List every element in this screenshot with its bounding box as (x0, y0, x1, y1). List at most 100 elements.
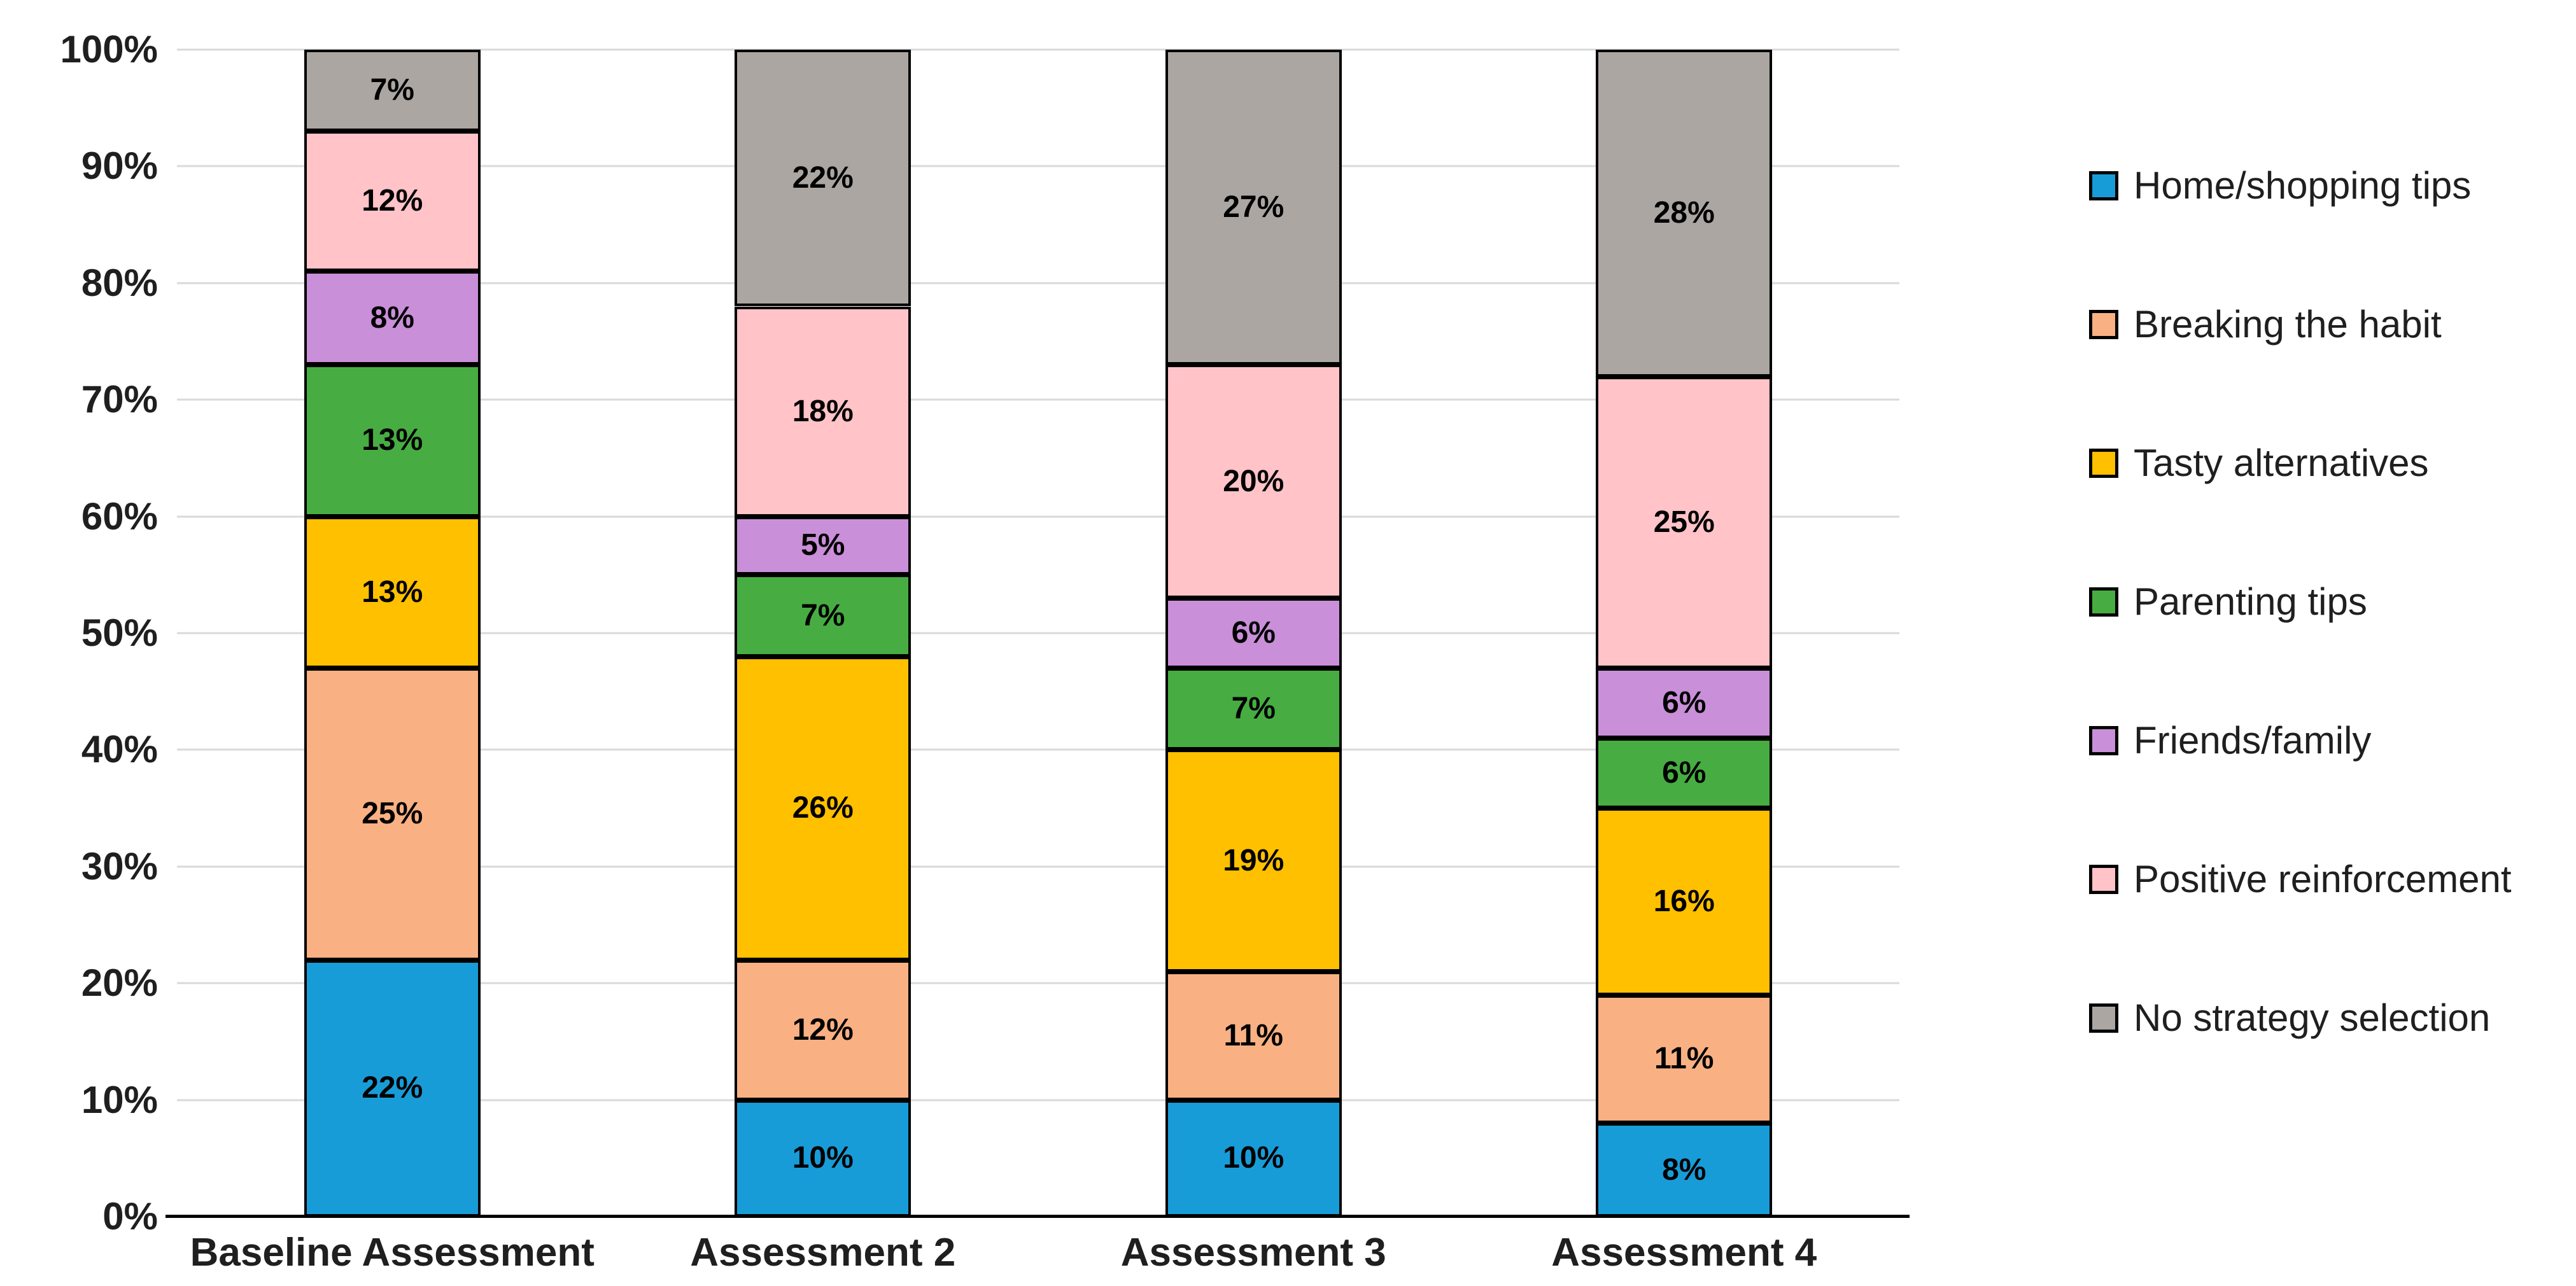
y-axis-tick-label: 60% (81, 494, 158, 538)
legend-color-swatch-icon (2089, 449, 2118, 478)
gridline (177, 48, 1899, 51)
gridline (177, 282, 1899, 284)
segment-data-label: 22% (792, 160, 854, 195)
segment-data-label: 11% (1223, 1018, 1283, 1052)
y-axis-tick-label: 0% (102, 1195, 158, 1238)
gridline (177, 982, 1899, 984)
segment-data-label: 6% (1231, 616, 1276, 650)
segment-data-label: 27% (1223, 190, 1284, 224)
bar-segment: 13% (304, 516, 481, 669)
bar-segment: 8% (304, 271, 481, 365)
gridline (177, 398, 1899, 401)
bar-segment: 11% (1165, 971, 1342, 1100)
segment-data-label: 25% (1653, 505, 1715, 539)
y-axis-tick-label: 90% (81, 144, 158, 188)
legend: Home/shopping tips Breaking the habit Tast… (2089, 164, 2512, 1040)
segment-data-label: 7% (1231, 692, 1276, 726)
segment-data-label: 12% (362, 184, 423, 218)
y-axis-tick-label: 40% (81, 728, 158, 771)
segment-data-label: 11% (1654, 1042, 1714, 1076)
bar-segment: 7% (735, 575, 911, 657)
y-axis-tick-label: 10% (81, 1078, 158, 1121)
gridline (177, 748, 1899, 751)
legend-item: Home/shopping tips (2089, 164, 2512, 207)
segment-data-label: 13% (362, 575, 423, 609)
legend-color-swatch-icon (2089, 1003, 2118, 1033)
x-axis-category-label: Assessment 3 (1120, 1231, 1386, 1275)
bar-segment: 10% (735, 1100, 911, 1217)
segment-data-label: 10% (792, 1141, 854, 1175)
segment-data-label: 19% (1223, 843, 1284, 877)
segment-data-label: 12% (792, 1012, 854, 1047)
bar-segment: 11% (1596, 995, 1773, 1124)
x-axis-line (165, 1215, 1910, 1218)
segment-data-label: 26% (792, 791, 854, 825)
bar-segment: 27% (1165, 50, 1342, 365)
legend-item: Positive reinforcement (2089, 858, 2512, 901)
legend-color-swatch-icon (2089, 726, 2118, 755)
bar-segment: 8% (1596, 1123, 1773, 1217)
bar-segment: 7% (304, 50, 481, 132)
y-axis-tick-label: 70% (81, 378, 158, 421)
legend-color-swatch-icon (2089, 587, 2118, 617)
segment-data-label: 8% (370, 300, 414, 335)
y-axis-tick-label: 20% (81, 961, 158, 1005)
bar-segment: 12% (304, 131, 481, 272)
segment-data-label: 28% (1653, 195, 1715, 230)
gridline (177, 515, 1899, 518)
bar-segment: 26% (735, 656, 911, 960)
legend-label: No strategy selection (2134, 996, 2491, 1039)
legend-label: Positive reinforcement (2134, 858, 2512, 900)
segment-data-label: 7% (370, 73, 414, 108)
x-axis-category-label: Assessment 2 (690, 1231, 956, 1275)
bar-segment: 18% (735, 306, 911, 517)
y-axis-tick-label: 80% (81, 261, 158, 304)
legend-item: Breaking the habit (2089, 303, 2512, 346)
legend-color-swatch-icon (2089, 310, 2118, 339)
bar-segment: 22% (304, 960, 481, 1217)
legend-color-swatch-icon (2089, 865, 2118, 894)
legend-item: Friends/family (2089, 719, 2512, 762)
segment-data-label: 13% (362, 423, 423, 458)
x-axis-category-label: Baseline Assessment (190, 1231, 595, 1275)
bars: 22% 25% 13% 13% 8% 12% 7% 10% 12% 26% 7% 5% 18% 22% 10… (177, 50, 1899, 1217)
bar-segment: 6% (1596, 738, 1773, 809)
bar-segment: 6% (1165, 598, 1342, 669)
segment-data-label: 25% (362, 797, 423, 831)
segment-data-label: 22% (362, 1071, 423, 1105)
bar-segment: 12% (735, 960, 911, 1100)
bar-segment: 25% (304, 668, 481, 960)
legend-label: Parenting tips (2134, 580, 2367, 623)
segment-data-label: 6% (1662, 686, 1707, 720)
stacked-bar: 22% 25% 13% 13% 8% 12% 7% (304, 50, 481, 1217)
segment-data-label: 10% (1223, 1141, 1284, 1175)
stacked-bar: 10% 11% 19% 7% 6% 20% 27% (1165, 50, 1342, 1217)
bar-segment: 22% (735, 50, 911, 307)
plot-area: 0% 10% 20% 30% 40% 50% 60% 70% 80% 90% 100% 22% 25%… (60, 31, 1910, 1236)
legend-label: Tasty alternatives (2134, 442, 2429, 484)
y-axis-tick-label: 30% (81, 844, 158, 888)
segment-data-label: 16% (1653, 884, 1715, 918)
legend-item: Parenting tips (2089, 580, 2512, 624)
bar-segment: 28% (1596, 50, 1773, 377)
stacked-bar: 10% 12% 26% 7% 5% 18% 22% (735, 50, 911, 1217)
segment-data-label: 20% (1223, 464, 1284, 498)
bar-segment: 6% (1596, 668, 1773, 739)
legend-label: Friends/family (2134, 719, 2372, 762)
segment-data-label: 18% (792, 394, 854, 428)
bar-segment: 16% (1596, 808, 1773, 995)
bar-segment: 20% (1165, 365, 1342, 598)
legend-item: No strategy selection (2089, 996, 2512, 1040)
bar-segment: 5% (735, 516, 911, 575)
bar-segment: 10% (1165, 1100, 1342, 1217)
segment-data-label: 6% (1662, 756, 1707, 790)
x-axis-category-label: Assessment 4 (1551, 1231, 1817, 1275)
gridline (177, 632, 1899, 634)
bar-segment: 19% (1165, 750, 1342, 972)
x-axis-category-labels: Baseline Assessment Assessment 2 Assessmen… (177, 1233, 1899, 1273)
legend-color-swatch-icon (2089, 171, 2118, 200)
gridline (177, 865, 1899, 868)
bar-segment: 13% (304, 365, 481, 517)
y-axis-tick-label: 50% (81, 612, 158, 654)
